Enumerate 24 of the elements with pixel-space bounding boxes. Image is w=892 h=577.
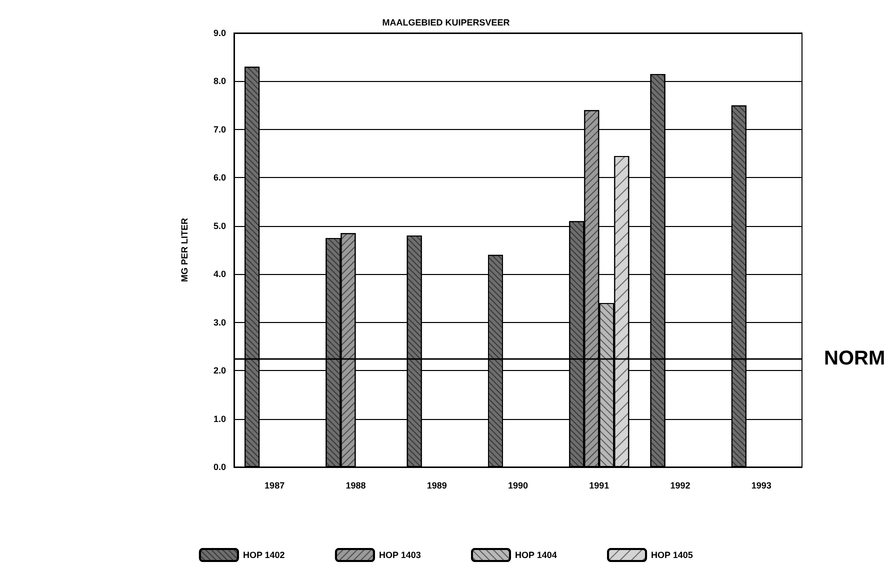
legend-label: HOP 1403 — [378, 550, 421, 560]
x-tick-label: 1993 — [751, 480, 772, 490]
y-tick-label: 7.0 — [213, 124, 226, 134]
y-tick-label: 5.0 — [213, 220, 226, 231]
legend-label: HOP 1404 — [515, 550, 557, 560]
chart-title: MAALGEBIED KUIPERSVEER — [382, 18, 510, 28]
x-tick-label: 1989 — [426, 480, 447, 490]
x-tick-label: 1987 — [264, 480, 285, 490]
legend-label: HOP 1402 — [242, 550, 285, 560]
y-tick-label: 0.0 — [213, 462, 226, 472]
y-tick-label: 1.0 — [213, 414, 226, 424]
legend-label: HOP 1405 — [651, 550, 693, 560]
x-tick-label: 1988 — [346, 480, 366, 490]
x-tick-label: 1990 — [508, 480, 528, 490]
y-tick-label: 9.0 — [213, 28, 226, 38]
y-tick-label: 4.0 — [213, 269, 226, 280]
y-tick-label: 6.0 — [213, 172, 226, 183]
ref-line-label: NORM — [824, 348, 886, 370]
x-tick-label: 1991 — [589, 480, 610, 490]
y-tick-label: 8.0 — [213, 76, 226, 86]
y-tick-label: 3.0 — [213, 317, 226, 328]
y-axis-title: MG PER LITER — [180, 218, 190, 282]
y-tick-label: 2.0 — [213, 366, 226, 376]
x-tick-label: 1992 — [670, 480, 690, 490]
